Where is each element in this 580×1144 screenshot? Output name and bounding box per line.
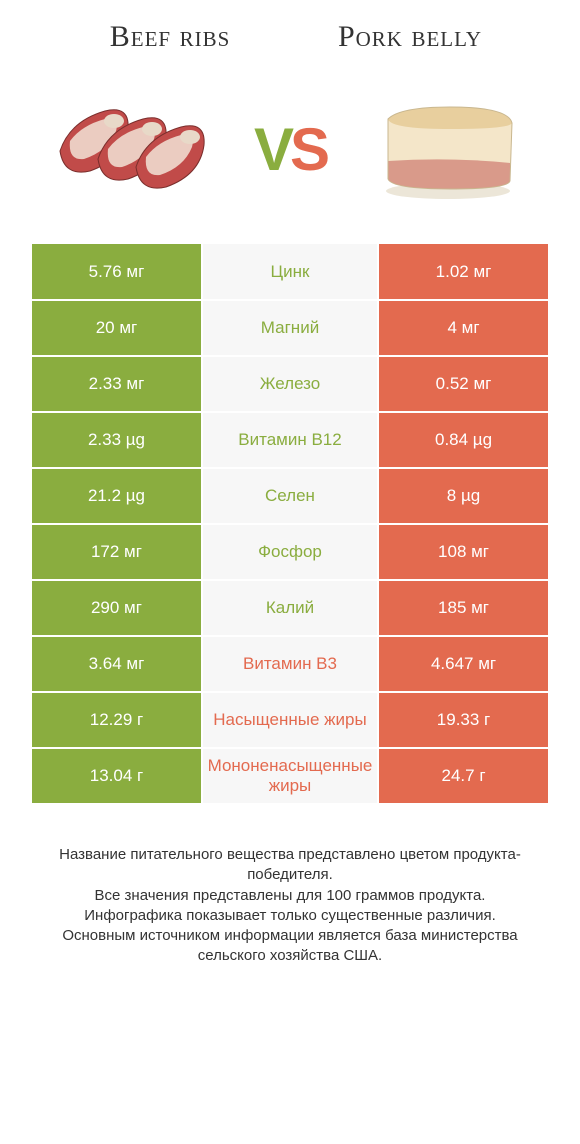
vs-label: VS <box>254 115 326 184</box>
footer-line: Инфографика показывает только существенн… <box>40 906 540 926</box>
right-value: 1.02 мг <box>378 244 549 300</box>
table-row: 2.33 мгЖелезо0.52 мг <box>31 356 549 412</box>
vs-v: V <box>254 116 290 183</box>
right-value: 4.647 мг <box>378 636 549 692</box>
right-food-title: Pork belly <box>290 20 530 54</box>
right-value: 0.84 µg <box>378 412 549 468</box>
nutrient-label: Витамин B12 <box>202 412 378 468</box>
nutrient-label: Витамин B3 <box>202 636 378 692</box>
table-row: 3.64 мгВитамин B34.647 мг <box>31 636 549 692</box>
right-value: 185 мг <box>378 580 549 636</box>
vs-s: S <box>290 116 326 183</box>
right-value: 8 µg <box>378 468 549 524</box>
right-value: 19.33 г <box>378 692 549 748</box>
nutrient-label: Мононенасыщенные жиры <box>202 748 378 804</box>
table-row: 20 мгМагний4 мг <box>31 300 549 356</box>
right-value: 108 мг <box>378 524 549 580</box>
left-value: 3.64 мг <box>31 636 202 692</box>
left-value: 21.2 µg <box>31 468 202 524</box>
nutrient-label: Цинк <box>202 244 378 300</box>
nutrient-label: Насыщенные жиры <box>202 692 378 748</box>
left-value: 5.76 мг <box>31 244 202 300</box>
table-row: 5.76 мгЦинк1.02 мг <box>31 244 549 300</box>
beef-ribs-image <box>50 84 220 214</box>
nutrient-label: Калий <box>202 580 378 636</box>
footer-line: Название питательного вещества представл… <box>40 845 540 886</box>
left-value: 2.33 µg <box>31 412 202 468</box>
footer-line: Основным источником информации является … <box>40 926 540 967</box>
left-food-title: Beef ribs <box>50 20 290 54</box>
nutrient-label: Фосфор <box>202 524 378 580</box>
left-value: 172 мг <box>31 524 202 580</box>
table-row: 172 мгФосфор108 мг <box>31 524 549 580</box>
footer-notes: Название питательного вещества представл… <box>30 805 550 967</box>
right-value: 24.7 г <box>378 748 549 804</box>
right-value: 4 мг <box>378 300 549 356</box>
pork-belly-icon <box>360 89 530 209</box>
header: Beef ribs Pork belly <box>30 20 550 64</box>
left-value: 20 мг <box>31 300 202 356</box>
left-value: 290 мг <box>31 580 202 636</box>
table-row: 21.2 µgСелен8 µg <box>31 468 549 524</box>
table-row: 12.29 гНасыщенные жиры19.33 г <box>31 692 549 748</box>
left-value: 12.29 г <box>31 692 202 748</box>
nutrient-label: Магний <box>202 300 378 356</box>
left-value: 2.33 мг <box>31 356 202 412</box>
nutrient-label: Железо <box>202 356 378 412</box>
footer-line: Все значения представлены для 100 граммо… <box>40 886 540 906</box>
table-row: 290 мгКалий185 мг <box>31 580 549 636</box>
images-row: VS <box>30 64 550 244</box>
right-value: 0.52 мг <box>378 356 549 412</box>
table-row: 2.33 µgВитамин B120.84 µg <box>31 412 549 468</box>
nutrient-label: Селен <box>202 468 378 524</box>
pork-belly-image <box>360 84 530 214</box>
left-value: 13.04 г <box>31 748 202 804</box>
beef-ribs-icon <box>50 89 220 209</box>
comparison-table: 5.76 мгЦинк1.02 мг20 мгМагний4 мг2.33 мг… <box>30 244 550 805</box>
table-row: 13.04 гМононенасыщенные жиры24.7 г <box>31 748 549 804</box>
